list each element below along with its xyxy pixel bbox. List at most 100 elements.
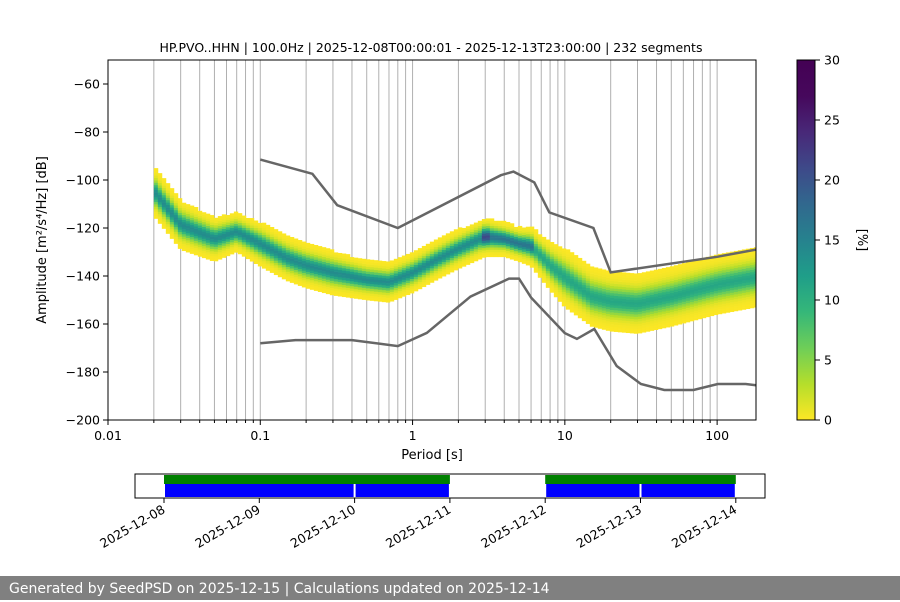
heatmap-cell <box>701 289 707 292</box>
heatmap-cell <box>625 277 631 281</box>
heatmap-cell <box>261 239 267 243</box>
heatmap-cell <box>597 306 603 310</box>
heatmap-cell <box>381 270 387 274</box>
heatmap-cell <box>509 223 515 226</box>
heatmap-cell <box>733 277 739 281</box>
heatmap-cell <box>629 309 635 312</box>
heatmap-cell <box>257 244 263 248</box>
heatmap-cell <box>217 223 223 226</box>
heatmap-cell <box>633 283 639 286</box>
heatmap-cell <box>273 269 279 273</box>
heatmap-cell <box>181 241 187 244</box>
heatmap-cell <box>573 274 579 277</box>
heatmap-cell <box>545 270 551 274</box>
heatmap-cell <box>641 284 647 287</box>
heatmap-cell <box>173 217 179 220</box>
heatmap-cell <box>513 258 519 261</box>
heatmap-cell <box>433 268 439 271</box>
heatmap-cell <box>293 272 299 275</box>
heatmap-cell <box>193 218 199 222</box>
heatmap-cell <box>229 242 235 245</box>
heatmap-cell <box>605 280 611 283</box>
heatmap-cell <box>265 234 271 238</box>
heatmap-cell <box>229 244 235 248</box>
heatmap-cell <box>257 254 263 257</box>
heatmap-cell <box>213 251 219 255</box>
heatmap-cell <box>245 254 251 257</box>
heatmap-cell <box>581 287 587 290</box>
heatmap-cell <box>349 276 355 279</box>
heatmap-cell <box>649 292 655 295</box>
heatmap-cell <box>589 316 595 320</box>
heatmap-cell <box>645 324 651 327</box>
heatmap-cell <box>377 289 383 293</box>
heatmap-cell <box>417 267 423 270</box>
heatmap-cell <box>321 287 327 291</box>
heatmap-cell <box>649 272 655 276</box>
heatmap-cell <box>553 258 559 262</box>
heatmap-cell <box>497 223 503 226</box>
heatmap-cell <box>617 291 623 294</box>
heatmap-cell <box>317 270 323 273</box>
heatmap-cell <box>221 247 227 251</box>
heatmap-cell <box>589 324 595 327</box>
heatmap-cell <box>209 229 215 233</box>
heatmap-cell <box>353 267 359 270</box>
heatmap-cell <box>645 273 651 277</box>
heatmap-cell <box>493 249 499 253</box>
heatmap-cell <box>317 284 323 288</box>
heatmap-cell <box>573 271 579 275</box>
heatmap-cell <box>301 241 307 245</box>
heatmap-cell <box>337 267 343 271</box>
heatmap-cell <box>753 268 756 272</box>
heatmap-cell <box>521 237 527 240</box>
heatmap-cell <box>705 268 711 272</box>
heatmap-cell <box>617 308 623 311</box>
heatmap-cell <box>341 282 347 286</box>
heatmap-cell <box>281 240 287 244</box>
heatmap-cell <box>385 268 391 272</box>
heatmap-cell <box>173 202 179 206</box>
heatmap-cell <box>369 266 375 270</box>
heatmap-cell <box>617 329 623 333</box>
heatmap-cell <box>729 306 735 310</box>
heatmap-cell <box>713 269 719 272</box>
heatmap-cell <box>653 327 659 330</box>
heatmap-cell <box>737 271 743 275</box>
heatmap-cell <box>177 200 183 204</box>
heatmap-cell <box>169 207 175 211</box>
heatmap-cell <box>269 236 275 240</box>
heatmap-cell <box>373 286 379 290</box>
heatmap-cell <box>169 221 175 225</box>
availability-blue-span <box>355 484 449 497</box>
heatmap-cell <box>717 309 723 312</box>
heatmap-cell <box>153 175 159 179</box>
heatmap-cell <box>461 227 467 231</box>
heatmap-cell <box>361 292 367 296</box>
heatmap-cell <box>589 321 595 325</box>
heatmap-cell <box>241 239 247 243</box>
heatmap-cell <box>321 271 327 274</box>
heatmap-cell <box>205 240 211 243</box>
heatmap-cell <box>365 283 371 287</box>
heatmap-cell <box>521 253 527 257</box>
heatmap-cell <box>697 285 703 289</box>
heatmap-cell <box>641 298 647 302</box>
heatmap-cell <box>733 306 739 309</box>
heatmap-cell <box>325 279 331 283</box>
heatmap-cell <box>629 280 635 283</box>
heatmap-cell <box>525 231 531 235</box>
heatmap-cell <box>313 245 319 248</box>
heatmap-cell <box>585 273 591 276</box>
heatmap-cell <box>197 225 203 228</box>
heatmap-cell <box>349 264 355 267</box>
heatmap-cell <box>753 292 756 296</box>
heatmap-cell <box>617 315 623 318</box>
heatmap-cell <box>741 254 747 257</box>
heatmap-cell <box>613 319 619 323</box>
heatmap-cell <box>557 263 563 266</box>
heatmap-cell <box>601 274 607 277</box>
heatmap-cell <box>481 235 487 239</box>
heatmap-cell <box>301 275 307 278</box>
heatmap-cell <box>433 253 439 257</box>
